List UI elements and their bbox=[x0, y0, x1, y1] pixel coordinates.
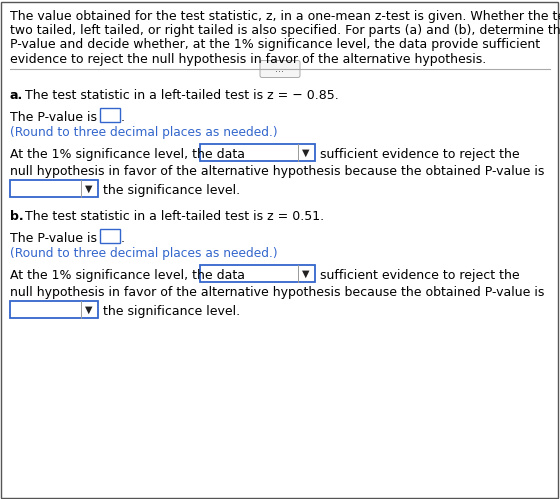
Text: The test statistic in a left-tailed test is z = 0.51.: The test statistic in a left-tailed test… bbox=[21, 210, 324, 223]
Text: null hypothesis in favor of the alternative hypothesis because the obtained P-va: null hypothesis in favor of the alternat… bbox=[10, 165, 544, 178]
Text: P-value and decide whether, at the 1% significance level, the data provide suffi: P-value and decide whether, at the 1% si… bbox=[10, 38, 540, 51]
Text: b.: b. bbox=[10, 210, 24, 223]
Text: ...: ... bbox=[276, 64, 284, 74]
Text: sufficient evidence to reject the: sufficient evidence to reject the bbox=[320, 269, 520, 282]
Text: evidence to reject the null hypothesis in favor of the alternative hypothesis.: evidence to reject the null hypothesis i… bbox=[10, 52, 486, 65]
Text: (Round to three decimal places as needed.): (Round to three decimal places as needed… bbox=[10, 126, 278, 139]
Text: The test statistic in a left-tailed test is z = − 0.85.: The test statistic in a left-tailed test… bbox=[21, 89, 339, 102]
Text: The P-value is: The P-value is bbox=[10, 111, 97, 124]
Text: null hypothesis in favor of the alternative hypothesis because the obtained P-va: null hypothesis in favor of the alternat… bbox=[10, 286, 544, 299]
Text: .: . bbox=[121, 111, 125, 124]
Text: .: . bbox=[121, 232, 125, 245]
Text: two tailed, left tailed, or right tailed is also specified. For parts (a) and (b: two tailed, left tailed, or right tailed… bbox=[10, 24, 560, 37]
Text: At the 1% significance level, the data: At the 1% significance level, the data bbox=[10, 269, 245, 282]
Text: The P-value is: The P-value is bbox=[10, 232, 97, 245]
FancyBboxPatch shape bbox=[260, 60, 300, 77]
Bar bbox=[200, 144, 315, 161]
Text: ▼: ▼ bbox=[302, 268, 310, 278]
Text: the significance level.: the significance level. bbox=[103, 305, 240, 318]
Text: ▼: ▼ bbox=[302, 148, 310, 158]
Text: The value obtained for the test statistic, z, in a one-mean z-test is given. Whe: The value obtained for the test statisti… bbox=[10, 10, 560, 23]
Bar bbox=[200, 265, 315, 282]
Bar bbox=[10, 180, 98, 197]
Bar bbox=[100, 229, 120, 243]
Text: (Round to three decimal places as needed.): (Round to three decimal places as needed… bbox=[10, 247, 278, 260]
Bar bbox=[10, 301, 98, 318]
Text: sufficient evidence to reject the: sufficient evidence to reject the bbox=[320, 148, 520, 161]
Text: At the 1% significance level, the data: At the 1% significance level, the data bbox=[10, 148, 245, 161]
Text: the significance level.: the significance level. bbox=[103, 184, 240, 197]
Text: ▼: ▼ bbox=[85, 304, 93, 314]
Text: ▼: ▼ bbox=[85, 184, 93, 194]
Text: a.: a. bbox=[10, 89, 24, 102]
Bar bbox=[100, 108, 120, 122]
